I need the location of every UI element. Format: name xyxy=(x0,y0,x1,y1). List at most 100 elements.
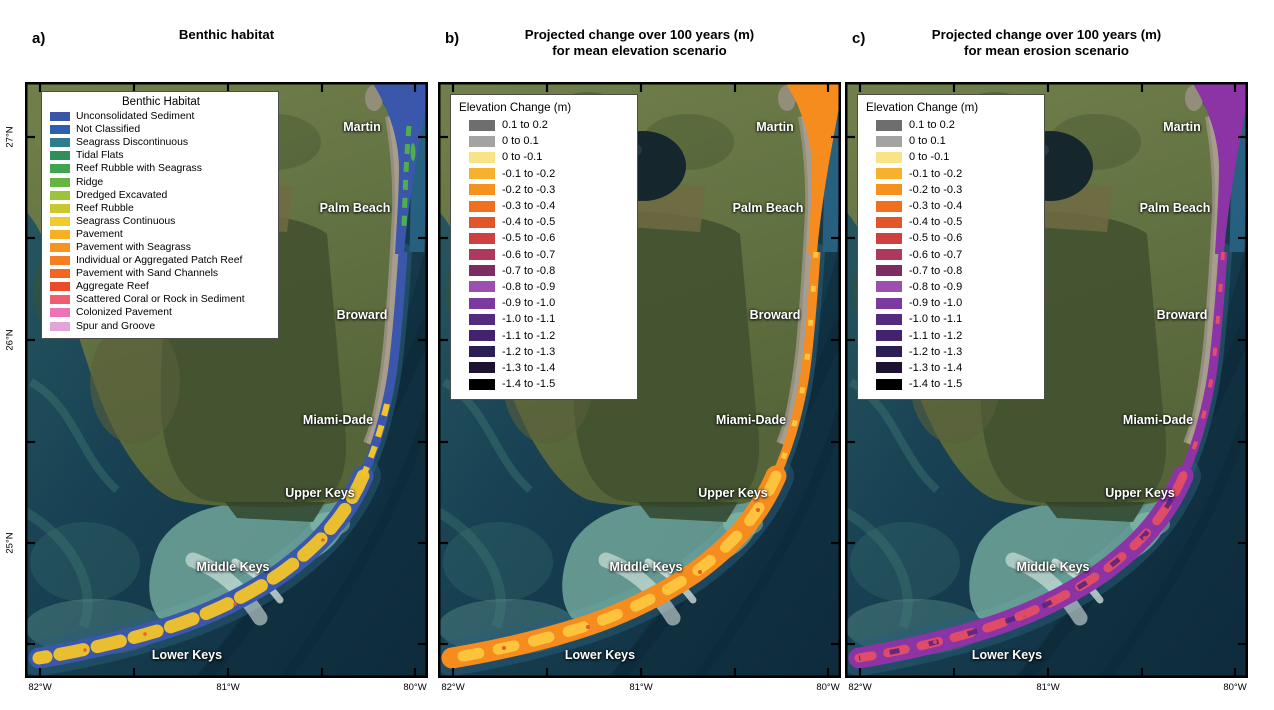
legend-swatch xyxy=(469,330,495,342)
legend-label: Not Classified xyxy=(76,124,141,136)
legend-item: Reef Rubble xyxy=(48,202,274,215)
map-frame: Elevation Change (m) 0.1 to 0.2 0 to 0.1 0 … xyxy=(845,82,1248,678)
legend-item: Reef Rubble with Seagrass xyxy=(48,162,274,175)
region-label-martin: Martin xyxy=(343,120,381,134)
legend-label: Aggregate Reef xyxy=(76,281,149,293)
legend-swatch xyxy=(876,281,902,293)
legend-item: -0.9 to -1.0 xyxy=(459,295,631,311)
latitude-tick-label: 26°N xyxy=(4,329,16,351)
map-frame: Elevation Change (m) 0.1 to 0.2 0 to 0.1 0 … xyxy=(438,82,841,678)
longitude-tick-label: 82°W xyxy=(28,682,52,693)
legend-label: 0 to 0.1 xyxy=(909,135,946,148)
legend-item: Dredged Excavated xyxy=(48,189,274,202)
legend-label: -1.4 to -1.5 xyxy=(502,378,556,391)
legend-item: -0.9 to -1.0 xyxy=(866,295,1038,311)
legend-item: -0.2 to -0.3 xyxy=(459,182,631,198)
legend-swatch xyxy=(876,168,902,180)
map-art xyxy=(845,82,1248,678)
longitude-tick-label: 82°W xyxy=(441,682,465,693)
legend-swatch xyxy=(876,200,902,212)
legend-item: -1.0 to -1.1 xyxy=(459,311,631,327)
legend-swatch xyxy=(469,216,495,228)
region-label-palm-beach: Palm Beach xyxy=(1139,201,1211,215)
legend-label: Reef Rubble xyxy=(76,202,134,214)
legend-swatch xyxy=(50,308,70,318)
legend-item: Scattered Coral or Rock in Sediment xyxy=(48,293,274,306)
legend-item: 0.1 to 0.2 xyxy=(866,117,1038,133)
elevation-change-legend: Elevation Change (m) 0.1 to 0.2 0 to 0.1 0 … xyxy=(450,94,638,401)
legend-swatch xyxy=(50,190,70,200)
panel-title-line1: Benthic habitat xyxy=(178,27,275,42)
legend-swatch xyxy=(876,297,902,309)
longitude-tick-label: 80°W xyxy=(403,682,427,693)
legend-label: -0.1 to -0.2 xyxy=(502,167,556,180)
legend-item: -1.3 to -1.4 xyxy=(459,360,631,376)
legend-item: -0.5 to -0.6 xyxy=(866,230,1038,246)
legend-label: -0.5 to -0.6 xyxy=(502,232,556,245)
legend-label: Pavement with Sand Channels xyxy=(76,268,219,280)
legend-swatch xyxy=(469,184,495,196)
legend-label: -1.4 to -1.5 xyxy=(909,378,963,391)
benthic-habitat-legend: Benthic Habitat Unconsolidated Sediment No… xyxy=(41,91,279,339)
legend-swatch xyxy=(876,232,902,244)
region-label-broward: Broward xyxy=(749,308,801,322)
legend-label: -0.4 to -0.5 xyxy=(909,216,963,229)
latitude-tick-label: 25°N xyxy=(4,532,16,554)
legend-item: -0.1 to -0.2 xyxy=(866,166,1038,182)
legend-title: Benthic Habitat xyxy=(122,96,200,108)
legend-label: Scattered Coral or Rock in Sediment xyxy=(76,294,245,306)
legend-label: Seagrass Continuous xyxy=(76,215,176,227)
legend-item: -0.6 to -0.7 xyxy=(459,247,631,263)
legend-item: -1.0 to -1.1 xyxy=(866,311,1038,327)
legend-label: -0.6 to -0.7 xyxy=(909,248,963,261)
legend-label: -0.3 to -0.4 xyxy=(909,200,963,213)
legend-swatch xyxy=(469,200,495,212)
panel-a: a) Benthic habitat xyxy=(5,0,428,710)
region-label-upper-keys: Upper Keys xyxy=(1105,486,1175,500)
panel-title-line2: for mean elevation scenario xyxy=(552,43,727,59)
panel-c: c) Projected change over 100 years (m) f… xyxy=(845,0,1248,710)
legend-swatch xyxy=(469,232,495,244)
legend-swatch xyxy=(876,330,902,342)
legend-swatch xyxy=(469,281,495,293)
legend-swatch xyxy=(876,362,902,374)
legend-item: -0.1 to -0.2 xyxy=(459,166,631,182)
panel-b: b) Projected change over 100 years (m) f… xyxy=(438,0,841,710)
legend-swatch xyxy=(469,265,495,277)
legend-swatch xyxy=(50,138,70,148)
legend-label: -0.7 to -0.8 xyxy=(909,264,963,277)
legend-swatch xyxy=(50,203,70,213)
legend-label: -0.4 to -0.5 xyxy=(502,216,556,229)
legend-swatch xyxy=(50,216,70,226)
region-label-miami-dade: Miami-Dade xyxy=(302,413,374,427)
legend-label: Tidal Flats xyxy=(76,150,124,162)
panel-letter: c) xyxy=(852,30,866,47)
legend-swatch xyxy=(876,378,902,390)
legend-swatch xyxy=(876,119,902,131)
region-label-palm-beach: Palm Beach xyxy=(732,201,804,215)
region-label-middle-keys: Middle Keys xyxy=(1016,560,1090,574)
legend-swatch xyxy=(469,378,495,390)
longitude-tick-label: 80°W xyxy=(816,682,840,693)
legend-label: -1.2 to -1.3 xyxy=(909,345,963,358)
region-label-middle-keys: Middle Keys xyxy=(196,560,270,574)
legend-label: -0.6 to -0.7 xyxy=(502,248,556,261)
region-label-miami-dade: Miami-Dade xyxy=(715,413,787,427)
legend-swatch xyxy=(50,295,70,305)
legend-swatch xyxy=(50,125,70,135)
legend-item: Seagrass Discontinuous xyxy=(48,136,274,149)
legend-item: -0.5 to -0.6 xyxy=(459,230,631,246)
longitude-tick-label: 81°W xyxy=(216,682,240,693)
legend-swatch xyxy=(469,313,495,325)
legend-swatch xyxy=(876,265,902,277)
legend-swatch xyxy=(876,184,902,196)
legend-label: Unconsolidated Sediment xyxy=(76,111,195,123)
panel-title: Projected change over 100 years (m) for … xyxy=(438,27,841,60)
legend-item: Unconsolidated Sediment xyxy=(48,110,274,123)
legend-label: -0.5 to -0.6 xyxy=(909,232,963,245)
legend-item: 0.1 to 0.2 xyxy=(459,117,631,133)
legend-swatch xyxy=(50,321,70,331)
legend-swatch xyxy=(50,242,70,252)
legend-item: -1.3 to -1.4 xyxy=(866,360,1038,376)
